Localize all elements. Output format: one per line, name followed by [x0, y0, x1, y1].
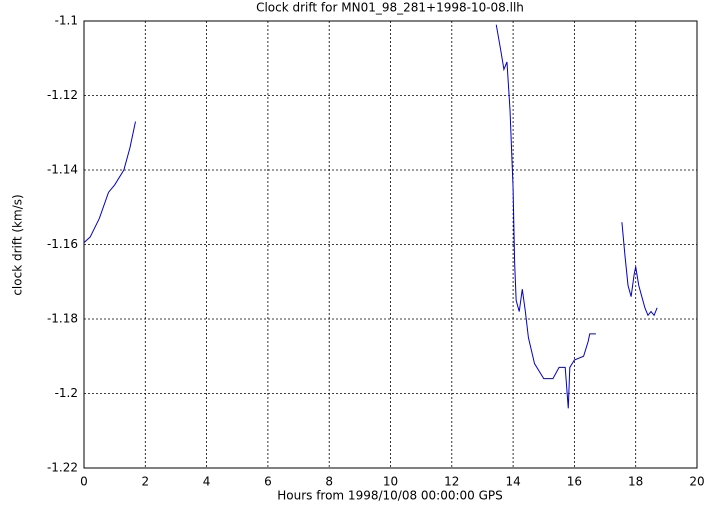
x-tick-label: 20 [689, 475, 704, 489]
x-axis-label: Hours from 1998/10/08 00:00:00 GPS [277, 489, 503, 503]
x-tick-label: 2 [141, 475, 149, 489]
chart-title: Clock drift for MN01_98_281+1998-10-08.l… [256, 1, 524, 15]
y-tick-label: -1.12 [47, 88, 78, 102]
x-tick-label: 14 [505, 475, 520, 489]
y-tick-label: -1.22 [47, 461, 78, 475]
x-tick-label: 4 [203, 475, 211, 489]
x-tick-label: 6 [264, 475, 272, 489]
y-tick-label: -1.14 [47, 163, 78, 177]
x-tick-label: 16 [567, 475, 582, 489]
x-tick-label: 12 [444, 475, 459, 489]
y-tick-label: -1.16 [47, 237, 78, 251]
y-tick-label: -1.1 [55, 14, 78, 28]
x-tick-label: 10 [383, 475, 398, 489]
y-tick-label: -1.2 [55, 386, 78, 400]
x-tick-label: 0 [80, 475, 88, 489]
x-tick-label: 8 [325, 475, 333, 489]
y-tick-label: -1.18 [47, 312, 78, 326]
y-axis-label: clock drift (km/s) [11, 194, 25, 295]
data-line [83, 24, 658, 409]
x-tick-label: 18 [628, 475, 643, 489]
